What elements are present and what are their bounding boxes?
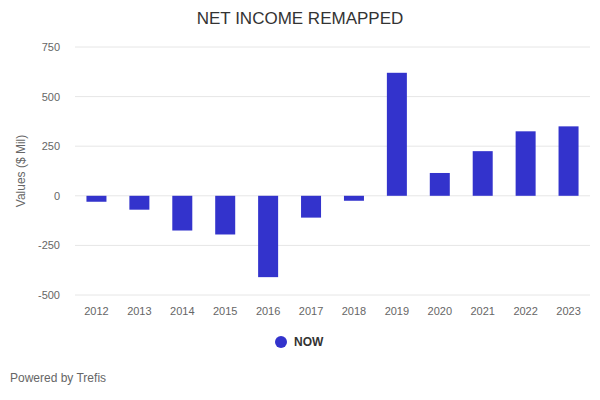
grid-line: [75, 295, 590, 296]
y-tick-label: -500: [38, 289, 60, 301]
bar: [215, 196, 235, 235]
bar: [301, 196, 321, 218]
y-tick-label: 250: [42, 140, 60, 152]
chart-svg: NET INCOME REMAPPED Values ($ Mil) -500 -25…: [0, 0, 600, 400]
bars: [86, 73, 578, 277]
grid-line: [75, 195, 590, 196]
x-tick-label: 2017: [299, 305, 323, 317]
grid-line: [75, 146, 590, 147]
x-tick-label: 2021: [470, 305, 494, 317]
grid-line: [75, 47, 590, 48]
legend-marker: [275, 336, 287, 348]
x-tick-label: 2018: [342, 305, 366, 317]
x-tick-label: 2020: [428, 305, 452, 317]
x-tick-label: 2014: [170, 305, 194, 317]
x-tick-label: 2012: [84, 305, 108, 317]
bar: [430, 173, 450, 196]
grid-line: [75, 96, 590, 97]
footer: Powered by Trefis: [10, 371, 106, 385]
bar: [86, 196, 106, 202]
x-tick-label: 2019: [385, 305, 409, 317]
x-tick-label: 2023: [556, 305, 580, 317]
bar: [516, 131, 536, 195]
bar: [129, 196, 149, 210]
y-tick-label: 750: [42, 41, 60, 53]
legend-label: NOW: [294, 335, 324, 349]
x-tick-label: 2022: [513, 305, 537, 317]
y-axis-label: Values ($ Mil): [14, 135, 28, 207]
y-tick-label: 500: [42, 91, 60, 103]
x-tick-label: 2015: [213, 305, 237, 317]
bar: [387, 73, 407, 196]
x-tick-label: 2013: [127, 305, 151, 317]
legend: NOW: [275, 335, 324, 349]
bar: [344, 196, 364, 201]
chart-container: NET INCOME REMAPPED Values ($ Mil) -500 -25…: [0, 0, 600, 400]
x-tick-label: 2016: [256, 305, 280, 317]
y-tick-label: -250: [38, 239, 60, 251]
bar: [172, 196, 192, 231]
title: NET INCOME REMAPPED: [197, 9, 404, 28]
bar: [473, 151, 493, 196]
grid-line: [75, 245, 590, 246]
bar: [258, 196, 278, 277]
bar: [559, 126, 579, 195]
y-tick-label: 0: [54, 190, 60, 202]
